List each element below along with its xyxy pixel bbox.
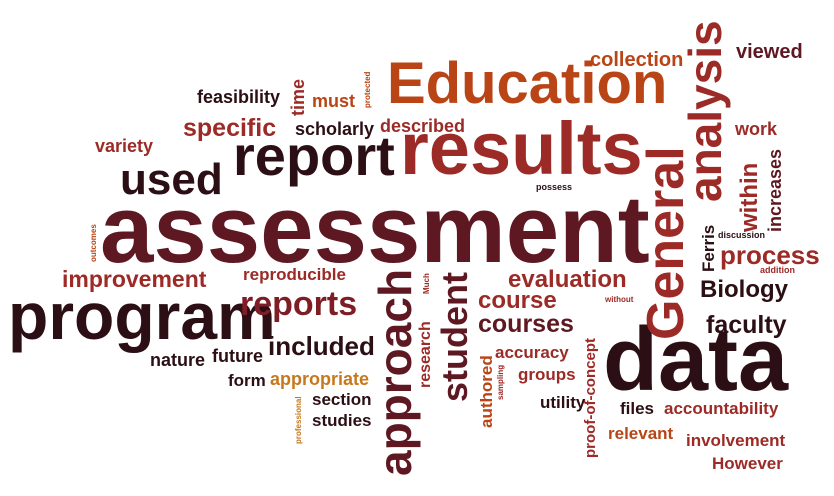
word-research: research xyxy=(417,321,434,388)
word-appropriate: appropriate xyxy=(270,369,370,389)
word-groups: groups xyxy=(518,365,576,384)
word-protected: protected xyxy=(363,71,372,108)
word-accountability: accountability xyxy=(664,399,779,418)
word-approach: approach xyxy=(369,268,421,476)
word-scholarly: scholarly xyxy=(295,119,375,139)
word-possess: possess xyxy=(536,182,573,192)
word-professional: professional xyxy=(294,396,303,444)
word-sampling: sampling xyxy=(496,364,505,400)
word-report: report xyxy=(233,124,395,187)
word-proof-of-concept: proof-of-concept xyxy=(582,338,599,458)
word-authored: authored xyxy=(477,355,496,428)
word-reproducible: reproducible xyxy=(243,265,346,284)
word-involvement: involvement xyxy=(686,431,786,450)
word-feasibility: feasibility xyxy=(197,87,281,107)
word-section: section xyxy=(312,390,372,409)
word-discussion: discussion xyxy=(718,230,766,240)
word-files: files xyxy=(620,399,655,418)
word-courses: courses xyxy=(478,310,574,338)
word-data: data xyxy=(603,310,789,410)
word-nature: nature xyxy=(150,350,206,370)
word-studies: studies xyxy=(312,411,372,430)
word-faculty: faculty xyxy=(706,311,787,339)
word-included: included xyxy=(268,331,375,361)
word-specific: specific xyxy=(183,114,277,142)
word-collection: collection xyxy=(590,49,684,71)
word-general: General xyxy=(637,146,695,340)
word-viewed: viewed xyxy=(736,41,803,63)
word-assessment: assessment xyxy=(100,176,650,283)
word-accuracy: accuracy xyxy=(495,343,569,362)
word-time: time xyxy=(288,78,308,116)
word-form: form xyxy=(228,371,266,390)
word-outcomes: outcomes xyxy=(89,224,98,262)
word-increases: increases xyxy=(765,148,785,232)
word-process: process xyxy=(720,240,820,270)
word-program: program xyxy=(8,279,276,353)
word-evaluation: evaluation xyxy=(508,266,627,293)
word-described: described xyxy=(380,116,466,136)
word-biology: Biology xyxy=(700,276,788,303)
word-course: course xyxy=(478,287,557,314)
word-used: used xyxy=(120,155,223,204)
word-ferris: Ferris xyxy=(699,224,718,272)
word-improvement: improvement xyxy=(62,266,207,292)
word-without: without xyxy=(605,295,634,304)
word-however: However xyxy=(712,454,783,473)
word-reports: reports xyxy=(240,285,358,323)
word-within: within xyxy=(736,162,763,232)
word-utility: utility xyxy=(540,393,586,412)
word-must: must xyxy=(312,91,356,111)
word-student: student xyxy=(434,272,475,402)
word-variety: variety xyxy=(95,136,154,156)
word-work: work xyxy=(735,119,778,139)
word-education: Education xyxy=(387,51,668,116)
word-addition: addition xyxy=(760,265,795,275)
word-results: results xyxy=(400,107,643,190)
word-much: Much xyxy=(422,273,431,294)
word-relevant: relevant xyxy=(608,424,674,443)
word-future: future xyxy=(212,346,263,366)
